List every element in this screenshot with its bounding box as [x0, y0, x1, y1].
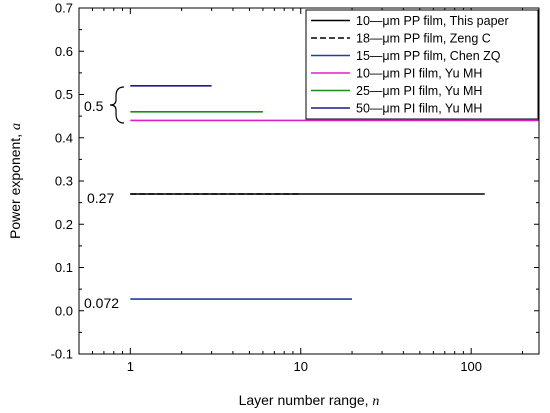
- y-axis-label-var: a: [9, 123, 24, 130]
- axis-ticks: -0.1 0.0 0.1 0.2 0.3 0.4 0.5 0.6 0.7 1 10 100: [51, 1, 539, 374]
- annotation-0-5: 0.5: [84, 98, 104, 114]
- y-tick-label: 0.7: [55, 1, 73, 16]
- y-tick-label: 0.0: [55, 303, 73, 318]
- y-tick-label: -0.1: [51, 347, 73, 362]
- legend-box: [305, 9, 539, 120]
- annotation-0-27: 0.27: [87, 190, 114, 206]
- legend-entry-4: 10—μm PI film, Yu MH: [356, 67, 482, 81]
- legend-entry-5: 25—μm PI film, Yu MH: [356, 84, 482, 98]
- y-axis-label-text: Power exponent,: [7, 130, 23, 239]
- annotations: 0.5 0.27 0.072: [84, 86, 125, 311]
- series-layer: [130, 85, 539, 300]
- x-axis-label-text: Layer number range,: [239, 392, 373, 408]
- y-tick-label: 0.1: [55, 260, 73, 275]
- legend-entry-2: 18—μm PP film, Zeng C: [356, 32, 491, 46]
- y-tick-label: 0.6: [55, 44, 73, 59]
- x-tick-label: 1: [127, 359, 134, 374]
- y-tick-label: 0.2: [55, 217, 73, 232]
- legend-entry-3: 15—μm PP film, Chen ZQ: [356, 49, 501, 63]
- y-axis-label: Power exponent, a: [7, 123, 24, 239]
- x-tick-label: 100: [460, 359, 482, 374]
- x-axis-label: Layer number range, n: [239, 392, 380, 409]
- x-tick-label: 10: [294, 359, 308, 374]
- legend-entry-6: 50—μm PI film, Yu MH: [356, 102, 482, 116]
- x-axis-label-var: n: [372, 394, 379, 409]
- y-tick-label: 0.4: [55, 130, 73, 145]
- y-tick-label: 0.3: [55, 174, 73, 189]
- annotation-brace: [109, 86, 125, 124]
- legend: 10—μm PP film, This paper 18—μm PP film, …: [305, 9, 539, 120]
- annotation-0-072: 0.072: [84, 295, 119, 311]
- legend-entry-1: 10—μm PP film, This paper: [356, 14, 509, 28]
- y-tick-label: 0.5: [55, 87, 73, 102]
